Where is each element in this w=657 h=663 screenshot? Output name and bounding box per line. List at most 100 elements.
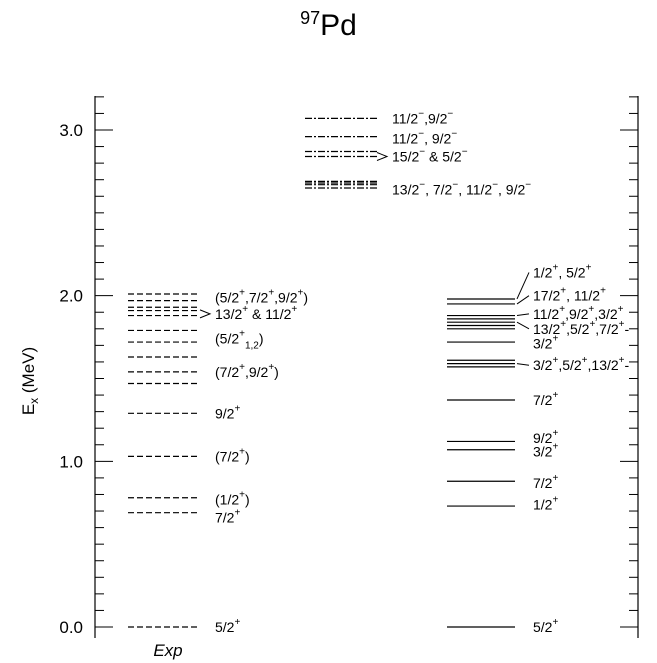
y-tick-label: 3.0 xyxy=(59,121,83,140)
label-part: + xyxy=(552,441,558,452)
label-part: ) xyxy=(303,289,308,305)
label-part: + xyxy=(552,428,558,439)
label-part: ,9/2 xyxy=(245,364,269,380)
label-part: (7/2 xyxy=(215,448,239,464)
positive-parity-level-label: 3/2+​,5/2+​,13/2+​- xyxy=(533,355,630,373)
y-axis-label-subscript: x xyxy=(27,398,41,404)
positive-parity-level-label: 7/2+​ xyxy=(533,390,558,408)
positive-parity-level-label: 7/2+​ xyxy=(533,473,558,491)
label-part: , 5/2 xyxy=(558,264,585,280)
label-part: − xyxy=(492,180,498,191)
exp-level-label: 13/2+​ & 11/2+​ xyxy=(215,304,297,322)
mass-number: 97 xyxy=(300,8,321,28)
label-part: 3/2 xyxy=(533,357,553,373)
label-part: + xyxy=(552,473,558,484)
label-part: 11/2 xyxy=(533,306,559,322)
positive-parity-leader xyxy=(516,321,530,330)
y-axis-label: Ex (MeV) xyxy=(19,347,41,415)
label-part: + xyxy=(239,446,245,457)
exp-level-label: (7/2+​,9/2+​) xyxy=(215,362,279,380)
y-tick-label: 1.0 xyxy=(59,452,83,471)
level-labels: 5/2+​7/2+​(1/2+​)(7/2+​)9/2+​(7/2+​,9/2+… xyxy=(215,108,630,635)
label-part: − xyxy=(418,108,424,119)
label-part: ) xyxy=(245,491,250,507)
y-tick-label: 0.0 xyxy=(59,618,83,637)
label-part: ) xyxy=(245,448,250,464)
positive-parity-level-label: 17/2+​, 11/2+​ xyxy=(533,286,606,304)
exp-level-label: 5/2+​ xyxy=(215,617,240,635)
label-part: + xyxy=(291,304,297,315)
label-part: − xyxy=(525,180,531,191)
positive-parity-level-label: 13/2+​,5/2+​,7/2+​- xyxy=(533,319,630,337)
label-part: + xyxy=(552,390,558,401)
label-part: ,5/2 xyxy=(566,321,590,337)
label-part: + xyxy=(268,287,274,298)
label-part: − xyxy=(462,147,468,158)
positive-parity-level-label: 9/2+​ xyxy=(533,428,558,446)
label-part: , 7/2 xyxy=(425,182,452,198)
label-part: , 9/2 xyxy=(424,130,451,146)
label-part: + xyxy=(552,334,558,345)
label-part: ,13/2 xyxy=(588,357,619,373)
label-part: (7/2 xyxy=(215,364,239,380)
label-part: (5/2 xyxy=(215,331,239,347)
label-part: 1,2 xyxy=(245,341,259,352)
label-part: + xyxy=(239,489,245,500)
label-part: + xyxy=(559,304,565,315)
label-part: 5/2 xyxy=(215,619,235,635)
label-part: 15/2 xyxy=(392,149,419,165)
label-part: 9/2 xyxy=(533,430,553,446)
label-part: 1/2 xyxy=(533,496,553,512)
label-part: − xyxy=(418,128,424,139)
label-part: 17/2 xyxy=(533,288,560,304)
exp-level-label: 9/2+​ xyxy=(215,403,240,421)
label-part: 7/2 xyxy=(533,392,553,408)
positive-parity-level-label: 3/2+​ xyxy=(533,441,558,459)
negative-parity-bracket xyxy=(376,152,389,161)
label-part: - xyxy=(625,321,630,337)
label-part: 5/2 xyxy=(533,619,553,635)
y-tick-label: 2.0 xyxy=(59,287,83,306)
negative-parity-level-label: 11/2−​, 9/2−​ xyxy=(392,128,457,146)
plot-axes: 0.0 1.0 2.0 3.0 xyxy=(59,96,639,638)
element-symbol: Pd xyxy=(320,9,357,42)
positive-parity-level-label: 11/2+​,9/2+​,3/2+​ xyxy=(533,304,624,322)
label-part: 9/2 xyxy=(215,405,235,421)
label-part: ,3/2 xyxy=(594,306,618,322)
negative-parity-level-label: 13/2−​, 7/2−​, 11/2−​, 9/2−​ xyxy=(392,180,531,198)
label-part: 7/2 xyxy=(533,475,553,491)
label-part: + xyxy=(234,617,240,628)
label-part: + xyxy=(234,403,240,414)
label-part: + xyxy=(560,319,566,330)
label-part: + xyxy=(600,286,606,297)
label-part: & 11/2 xyxy=(248,306,292,322)
label-part: ) xyxy=(259,331,264,347)
exp-level-label: (5/2+​1,2​) xyxy=(215,329,264,352)
label-part: + xyxy=(586,262,592,273)
exp-level-label: (1/2+​) xyxy=(215,489,250,507)
label-part: 13/2 xyxy=(392,182,419,198)
label-part: + xyxy=(552,617,558,628)
label-part: 3/2 xyxy=(533,443,553,459)
label-part: + xyxy=(589,319,595,330)
exp-level-label: (7/2+​) xyxy=(215,446,250,464)
label-part: (5/2 xyxy=(215,289,239,305)
negative-parity-level-label: 15/2−​ & 5/2−​ xyxy=(392,147,468,165)
label-part: + xyxy=(298,287,304,298)
label-part: , 11/2 xyxy=(458,182,492,198)
negative-parity-level-label: 11/2−​,9/2−​ xyxy=(392,108,453,126)
label-part: + xyxy=(239,329,245,340)
positive-parity-level-label: 3/2+​ xyxy=(533,334,558,352)
label-part: − xyxy=(452,180,458,191)
label-part: + xyxy=(268,362,274,373)
label-part: ,9/2 xyxy=(424,110,448,126)
label-part: 1/2 xyxy=(533,264,553,280)
label-part: & 5/2 xyxy=(425,149,462,165)
label-part: ,7/2 xyxy=(245,289,269,305)
label-part: , 11/2 xyxy=(566,288,600,304)
label-part: − xyxy=(419,180,425,191)
label-part: ,7/2 xyxy=(595,321,619,337)
label-part: ,9/2 xyxy=(274,289,298,305)
label-part: ) xyxy=(274,364,279,380)
positive-parity-leader xyxy=(516,295,530,305)
